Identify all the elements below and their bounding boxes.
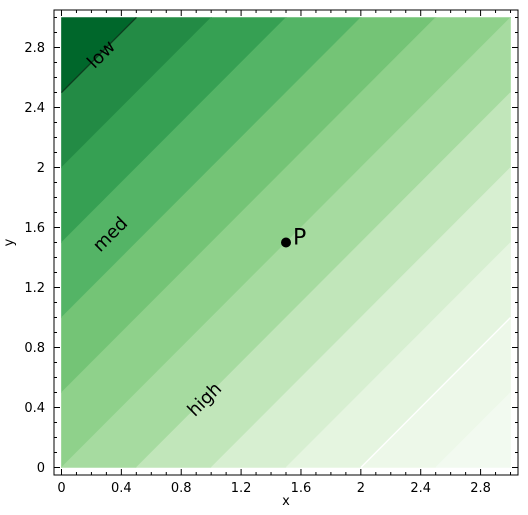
y-tick-label: 1.2	[24, 281, 45, 296]
contour-line	[360, 317, 511, 468]
contour-line	[61, 17, 137, 93]
x-tick-label: 2.8	[470, 481, 491, 496]
y-tick-label: 0.8	[24, 341, 45, 356]
x-tick-label: 1.2	[231, 481, 252, 496]
y-tick-label: 2	[37, 161, 45, 176]
y-axis-label: y	[2, 238, 17, 246]
x-tick-label: 0	[57, 481, 65, 496]
y-tick-label: 2.8	[24, 41, 45, 56]
y-tick-label: 0	[37, 461, 45, 476]
contour-band	[434, 391, 511, 468]
point-label: P	[293, 226, 306, 251]
x-tick-label: 0.4	[111, 481, 132, 496]
y-tick-label: 1.6	[24, 221, 45, 236]
x-tick-label: 1.6	[291, 481, 312, 496]
x-tick-label: 2	[357, 481, 365, 496]
x-axis-label: x	[282, 494, 290, 509]
axis-ticks	[54, 10, 518, 475]
contour-lines	[61, 17, 511, 468]
tick-labels: 0 0.4 0.8 1.2 1.6 2 2.4 2.8 0 0.4 0.8 1.2 1.6 2 2.4 2.8	[24, 41, 491, 496]
y-tick-label: 2.4	[24, 101, 45, 116]
x-tick-label: 2.4	[410, 481, 431, 496]
y-tick-label: 0.4	[24, 401, 45, 416]
point-marker	[281, 237, 291, 248]
x-tick-label: 0.8	[171, 481, 192, 496]
